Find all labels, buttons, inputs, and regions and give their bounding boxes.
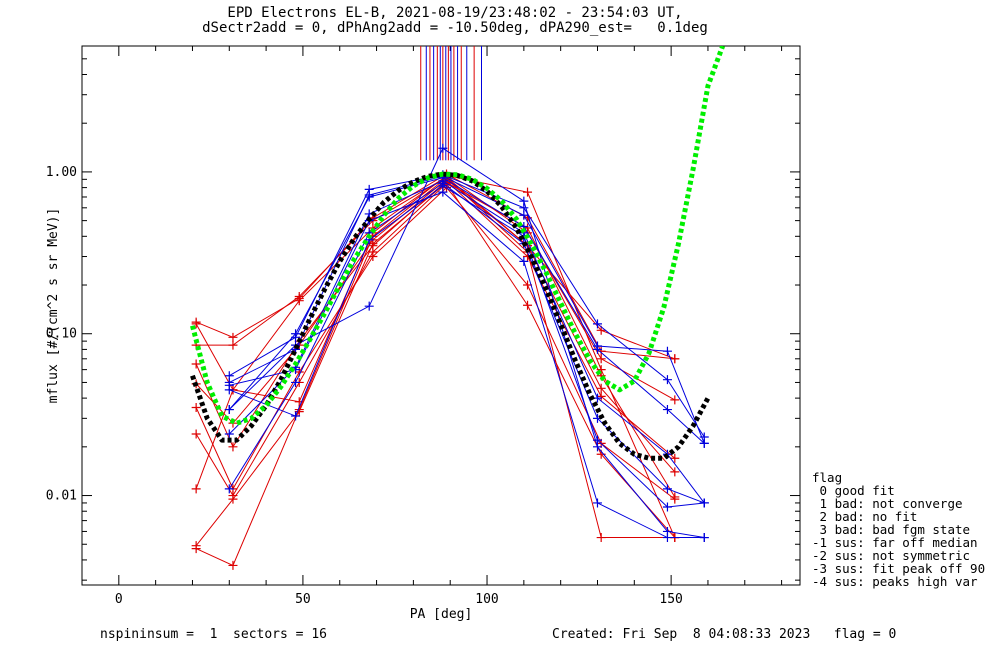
blue-series-point <box>519 196 529 206</box>
legend-item: -4 sus: peaks high var <box>812 574 978 589</box>
blue-series-line <box>229 191 705 539</box>
blue-series-point <box>291 411 301 421</box>
red-series-point <box>596 383 606 393</box>
red-series-point <box>670 354 680 364</box>
red-series-point <box>670 395 680 405</box>
blue-series-point <box>438 143 448 153</box>
legend-item: 0 good fit <box>812 483 895 498</box>
red-series-line <box>195 182 676 538</box>
y-tick-label: 0.10 <box>46 327 77 342</box>
x-axis-label: PA [deg] <box>410 607 473 622</box>
blue-series-point <box>662 405 672 415</box>
legend-title: flag <box>812 470 843 485</box>
legend-item: 2 bad: no fit <box>812 509 918 524</box>
blue-series-line <box>228 177 705 444</box>
blue-series-point <box>224 405 234 415</box>
red-series-point <box>523 187 533 197</box>
blue-series-point <box>364 192 374 202</box>
blue-series-point <box>592 442 602 452</box>
red-series-point <box>228 494 238 504</box>
red-series-point <box>596 533 606 543</box>
legend-item: -1 sus: far off median <box>812 535 978 550</box>
blue-series-line <box>228 180 705 504</box>
chart-title: EPD Electrons EL-B, 2021-08-19/23:48:02 … <box>227 5 683 21</box>
blue-series-point <box>519 256 529 266</box>
x-tick-label: 150 <box>659 592 682 607</box>
red-series-line <box>196 176 675 360</box>
red-series-point <box>294 407 304 417</box>
footer-left: nspininsum = 1 sectors = 16 <box>100 627 327 642</box>
red-series-point <box>596 354 606 364</box>
red-series-point <box>228 332 238 342</box>
blue-series-point <box>662 484 672 494</box>
legend-item: -2 sus: not symmetric <box>812 548 971 563</box>
blue-series-line <box>229 175 705 444</box>
red-series-line <box>195 181 676 546</box>
legend-item: 1 bad: not converge <box>812 496 963 511</box>
blue-series-point <box>291 377 301 387</box>
x-tick-label: 0 <box>115 592 123 607</box>
x-tick-label: 50 <box>295 592 311 607</box>
blue-series-point <box>699 533 709 543</box>
blue-series-point <box>592 319 602 329</box>
y-axis-label: mflux [#/(cm^2 s sr MeV)] <box>46 208 61 404</box>
red-series-point <box>523 280 533 290</box>
red-series-point <box>523 300 533 310</box>
red-series-line <box>195 177 675 567</box>
red-series-point <box>596 391 606 401</box>
x-tick-label: 100 <box>475 592 498 607</box>
blue-series-point <box>662 533 672 543</box>
blue-series-point <box>699 498 709 508</box>
blue-series-point <box>224 484 234 494</box>
blue-series-point <box>519 210 529 220</box>
blue-series-line <box>228 182 705 504</box>
red-series-point <box>191 319 201 329</box>
red-series-point <box>670 453 680 463</box>
red-series-point <box>670 492 680 502</box>
plot-frame <box>81 45 801 586</box>
blue-series-point <box>662 502 672 512</box>
red-series-point <box>228 442 238 452</box>
red-series-point <box>191 429 201 439</box>
chart-subtitle: dSectr2add = 0, dPhAng2add = -10.50deg, … <box>202 20 708 36</box>
red-series-point <box>596 346 606 356</box>
blue-series-point <box>662 346 672 356</box>
blue-series-point <box>662 375 672 385</box>
legend-item: 3 bad: bad fgm state <box>812 522 971 537</box>
red-series-point <box>228 340 238 350</box>
legend-item: -3 sus: fit peak off 90 <box>812 561 986 576</box>
footer-right: Created: Fri Sep 8 04:08:33 2023 flag = … <box>552 627 897 642</box>
red-series-point <box>191 359 201 369</box>
red-series-point <box>191 484 201 494</box>
red-series-point <box>670 467 680 477</box>
blue-series-point <box>699 438 709 448</box>
red-series-point <box>191 403 201 413</box>
y-tick-label: 1.00 <box>46 165 77 180</box>
red-series-line <box>195 175 676 401</box>
red-series-point <box>368 247 378 257</box>
y-tick-label: 0.01 <box>46 489 77 504</box>
blue-series-point <box>291 329 301 339</box>
plot-area <box>190 46 726 570</box>
blue-series-point <box>592 498 602 508</box>
blue-series-line <box>229 185 705 508</box>
red-series-point <box>228 560 238 570</box>
red-series-point <box>294 291 304 301</box>
fit-curve <box>190 46 726 426</box>
red-series-point <box>191 541 201 551</box>
flag-legend: flag 0 good fit 1 bad: not converge 2 ba… <box>812 471 985 588</box>
blue-series-point <box>364 301 374 311</box>
blue-series-point <box>438 187 448 197</box>
blue-series-point <box>592 344 602 354</box>
blue-series-point <box>224 429 234 439</box>
blue-series-point <box>224 380 234 390</box>
red-series-line <box>195 174 676 538</box>
red-series-point <box>368 239 378 249</box>
